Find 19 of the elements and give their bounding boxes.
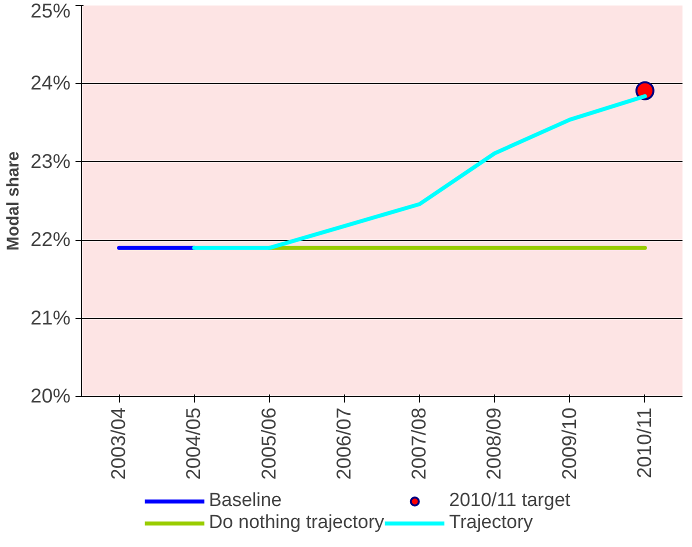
x-tick-label: 2009/10	[558, 408, 581, 480]
x-tick-label: 2005/06	[258, 408, 280, 480]
y-axis-title: Modal share	[3, 151, 22, 251]
x-tick-label: 2004/05	[183, 408, 206, 480]
legend-label: Trajectory	[449, 512, 534, 534]
y-tick-label: 20%	[30, 386, 71, 408]
legend-label: Do nothing trajectory	[208, 512, 384, 534]
y-tick-label: 23%	[30, 150, 71, 173]
legend-label: 2010/11 target	[449, 490, 572, 512]
x-tick-label: 2010/11	[634, 408, 656, 478]
x-tick-label: 2008/09	[484, 408, 506, 480]
x-tick-label: 2006/07	[333, 408, 356, 480]
legend-label: Baseline	[208, 490, 283, 512]
y-tick-label: 25%	[30, 0, 71, 22]
y-tick-label: 22%	[30, 229, 71, 252]
x-tick-label: 2003/04	[108, 408, 130, 480]
x-tick-label: 2007/08	[408, 408, 431, 480]
y-tick-label: 24%	[30, 72, 71, 95]
y-tick-label: 21%	[30, 307, 71, 330]
